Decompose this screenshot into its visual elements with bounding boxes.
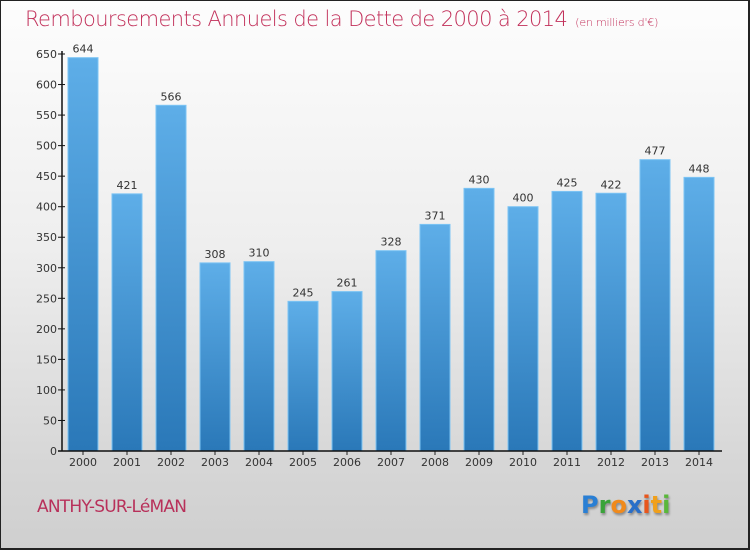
y-tick-label-0: 0 [50,445,57,458]
bar-2007 [375,250,407,452]
y-tick-label-400: 400 [36,201,57,214]
y-tick-label-200: 200 [36,323,57,336]
x-tick-label-2000: 2000 [69,456,97,469]
data-label-2004: 310 [249,247,270,260]
bar-2000 [67,57,99,452]
data-label-2000: 644 [73,43,94,56]
data-label-2009: 430 [469,173,490,186]
y-tick-label-350: 350 [36,231,57,244]
bar-2014 [683,176,715,452]
x-tick-label-2009: 2009 [465,456,493,469]
logo-letter: x [626,491,643,519]
y-tick-label-250: 250 [36,292,57,305]
logo-letter: t [650,491,663,519]
bar-2012 [595,192,627,452]
data-label-2013: 477 [645,145,666,158]
data-label-2007: 328 [381,236,402,249]
bar-chart: 6442000421200156620023082003310200424520… [36,43,722,469]
y-tick-label-300: 300 [36,262,57,275]
bar-2002 [155,104,187,452]
logo-letter: P [581,491,599,519]
x-tick-label-2011: 2011 [553,456,581,469]
bar-2011 [551,190,583,452]
bar-2005 [287,300,319,452]
y-tick-label-650: 650 [36,48,57,61]
x-tick-label-2005: 2005 [289,456,317,469]
data-label-2005: 245 [293,286,314,299]
chart-title-text: Remboursements Annuels de la Dette de 20… [25,7,568,31]
x-tick-label-2004: 2004 [245,456,273,469]
x-tick-label-2003: 2003 [201,456,229,469]
bar-2004 [243,261,275,452]
data-label-2010: 400 [513,192,534,205]
city-name: ANTHY-SUR-LéMAN [37,497,187,517]
x-tick-label-2013: 2013 [641,456,669,469]
x-tick-label-2002: 2002 [157,456,185,469]
proxiti-logo[interactable]: Proxiti [581,491,670,519]
logo-letter: i [642,491,651,519]
data-label-2012: 422 [601,178,622,191]
bar-2001 [111,193,143,452]
y-tick-label-550: 550 [36,109,57,122]
data-label-2001: 421 [117,179,138,192]
bar-2013 [639,159,671,452]
data-label-2003: 308 [205,248,226,261]
logo-letter: r [598,491,611,519]
y-tick-label-100: 100 [36,384,57,397]
chart-subtitle: (en milliers d'€) [575,16,659,29]
bar-2010 [507,206,539,452]
x-tick-label-2001: 2001 [113,456,141,469]
y-tick-label-50: 50 [43,414,57,427]
x-tick-label-2012: 2012 [597,456,625,469]
data-label-2008: 371 [425,209,446,222]
x-tick-label-2014: 2014 [685,456,713,469]
x-tick-label-2006: 2006 [333,456,361,469]
y-tick-label-600: 600 [36,79,57,92]
data-label-2014: 448 [689,162,710,175]
bar-2003 [199,262,231,452]
x-tick-label-2008: 2008 [421,456,449,469]
data-label-2011: 425 [557,176,578,189]
data-label-2002: 566 [161,90,182,103]
x-tick-label-2010: 2010 [509,456,537,469]
x-tick-label-2007: 2007 [377,456,405,469]
y-tick-label-150: 150 [36,353,57,366]
y-tick-label-500: 500 [36,140,57,153]
bar-2009 [463,187,495,452]
bar-2006 [331,291,363,452]
y-tick-label-450: 450 [36,170,57,183]
bar-2008 [419,223,451,452]
chart-title: Remboursements Annuels de la Dette de 20… [25,7,658,31]
logo-letter: o [610,491,627,519]
logo-letter: i [662,491,671,519]
data-label-2006: 261 [337,277,358,290]
